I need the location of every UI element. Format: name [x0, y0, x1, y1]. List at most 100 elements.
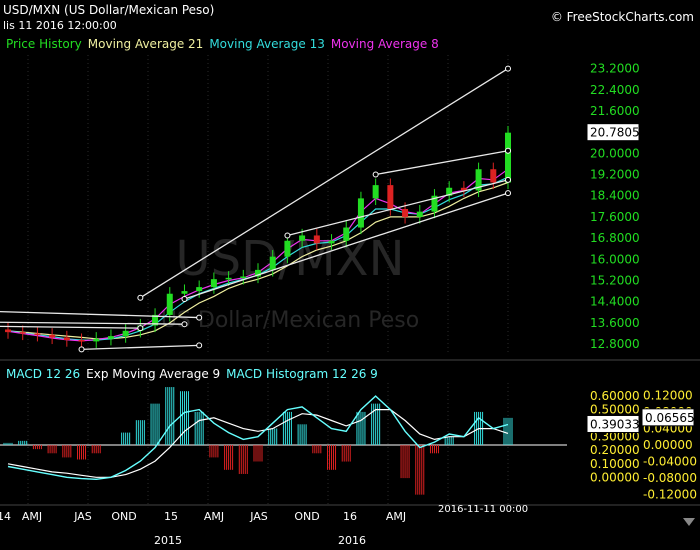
macd-right-tick: -0.12000 — [643, 488, 697, 502]
price-tick-label: 20.0000 — [590, 146, 640, 160]
trendline-handle — [137, 294, 144, 301]
trendline-handle — [284, 232, 291, 239]
price-tick-label: 14.4000 — [590, 295, 640, 309]
candle-body — [313, 235, 320, 244]
trendline-1 — [375, 150, 509, 176]
x-tick-label: 16 — [343, 510, 357, 523]
candle-body — [34, 333, 41, 335]
x-tick-label: AMJ — [204, 510, 224, 523]
trendline-handle — [505, 176, 511, 183]
macd-current-box — [586, 414, 640, 433]
candle-body — [166, 293, 173, 315]
x-tick-label: 15 — [164, 510, 178, 523]
price-tick-label: 17.6000 — [590, 210, 640, 224]
price-legend-item-1: Moving Average 21 — [87, 37, 204, 51]
trendline-4 — [0, 310, 200, 319]
trendline-0 — [140, 68, 509, 299]
trendline-handle — [181, 296, 188, 303]
trendline-handle — [196, 314, 203, 321]
trendline-handle — [505, 147, 511, 154]
price-current-label: 20.7805 — [590, 126, 640, 140]
price-tick-label: 18.4000 — [590, 189, 640, 203]
price-current-box — [586, 123, 640, 142]
price-legend-item-0: Price History — [6, 37, 82, 51]
candle-body — [505, 132, 511, 183]
candle-body — [446, 187, 453, 196]
candle-body — [5, 329, 11, 333]
candle-body — [490, 169, 497, 183]
price-tick-label: 12.8000 — [590, 337, 640, 351]
candle-body — [107, 336, 114, 339]
candle-body — [122, 330, 129, 337]
x-year-label: 2016 — [338, 534, 366, 547]
candle-body — [240, 276, 247, 279]
cursor-date: lis 11 2016 12:00:00 — [3, 19, 117, 32]
candle-body — [225, 277, 232, 280]
hist-current-box — [641, 408, 695, 427]
candle-body — [49, 334, 56, 338]
trendline-handle — [372, 171, 379, 178]
candle-body — [372, 185, 379, 199]
candle-body — [416, 211, 423, 217]
candle-body — [387, 185, 394, 209]
candle-body — [93, 338, 100, 342]
price-tick-label: 19.2000 — [590, 168, 640, 182]
macd-signal-line — [7, 409, 509, 478]
price-tick-label: 21.6000 — [590, 104, 640, 118]
macd-line — [7, 395, 509, 481]
x-tick-label: JAS — [73, 510, 92, 523]
trendline-handle — [505, 190, 511, 197]
candle-body — [402, 208, 409, 217]
candle-body — [152, 314, 159, 326]
candle-body — [431, 195, 438, 212]
trendline-2 — [287, 179, 509, 237]
macd-left-tick: 0.30000 — [590, 430, 640, 444]
macd-right-tick: -0.04000 — [643, 455, 697, 469]
trendline-5 — [0, 321, 185, 325]
x-tick-label: 14 — [0, 510, 11, 523]
site-credit[interactable]: © FreeStockCharts.com — [550, 10, 694, 24]
macd-left-tick: 0.20000 — [590, 443, 640, 457]
macd-legend-item-1: Exp Moving Average 9 — [86, 367, 221, 381]
macd-right-tick: -0.08000 — [643, 471, 697, 485]
candle-body — [63, 337, 70, 341]
x-tick-label: AMJ — [22, 510, 42, 523]
macd-right-tick: 0.00000 — [643, 438, 693, 452]
candle-body — [328, 240, 335, 244]
price-tick-label: 15.2000 — [590, 273, 640, 287]
candle-body — [19, 332, 26, 334]
candle-body — [343, 227, 350, 241]
price-legend: Price History Moving Average 21 Moving Ave… — [6, 37, 445, 51]
trendline-handle — [78, 346, 85, 353]
price-legend-item-2: Moving Average 13 — [209, 37, 325, 51]
x-tick-label: JAS — [249, 510, 268, 523]
macd-left-tick: 0.60000 — [590, 389, 640, 403]
trendline-handle — [181, 321, 188, 328]
candle-body — [460, 187, 467, 191]
candle-body — [269, 256, 276, 270]
x-year-label: 2015 — [154, 534, 182, 547]
candle-body — [284, 240, 291, 257]
candle-body — [475, 169, 482, 191]
watermark-symbol: USD/MXN — [176, 231, 405, 287]
candle-body — [181, 291, 188, 294]
hist-current-label: 0.06565 — [645, 411, 695, 425]
x-tick-label: OND — [294, 510, 319, 523]
trendline-3 — [184, 192, 509, 300]
macd-legend-item-0: MACD 12 26 — [6, 367, 81, 381]
macd-left-tick: 0.00000 — [590, 470, 640, 484]
price-tick-label: 16.8000 — [590, 231, 640, 245]
price-tick-label: 22.4000 — [590, 83, 640, 97]
scroll-down-icon[interactable] — [683, 518, 695, 526]
price-tick-label: 13.6000 — [590, 316, 640, 330]
trendline-handle — [137, 325, 144, 332]
price-tick-label: 23.2000 — [590, 62, 640, 76]
macd-left-tick: 0.50000 — [590, 403, 640, 417]
trendline-7 — [81, 344, 200, 351]
watermark-name: US Dollar/Mexican Peso — [161, 308, 419, 333]
price-legend-item-3: Moving Average 8 — [330, 37, 439, 51]
macd-right-tick: 0.12000 — [643, 388, 693, 402]
macd-legend: MACD 12 26 Exp Moving Average 9 MACD Histo… — [6, 367, 384, 381]
price-tick-label: 16.0000 — [590, 252, 640, 266]
